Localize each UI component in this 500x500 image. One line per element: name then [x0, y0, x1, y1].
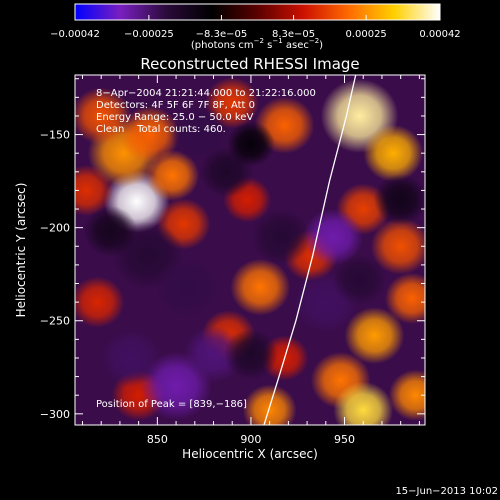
x-axis: 850 900 950	[81, 75, 420, 446]
heatmap-blob	[384, 272, 425, 325]
heatmap-blob	[223, 328, 278, 380]
annotation-energy: Energy Range: 25.0 − 50.0 keV	[96, 112, 253, 123]
colorbar-tick-label: 0.00025	[345, 29, 386, 40]
y-tick-label: −200	[40, 222, 70, 235]
annotation-time: 8−Apr−2004 21:21:44.000 to 21:22:16.000	[96, 88, 316, 99]
heatmap-blob	[363, 124, 424, 182]
colorbar: −0.00042 −0.00025 −8.3e−05 8.3e−05 0.00025 0.…	[50, 3, 461, 51]
plot-frame	[74, 74, 426, 426]
heatmap-blob	[101, 329, 162, 387]
heatmap-blob	[226, 121, 275, 167]
y-tick-label: −250	[40, 315, 70, 328]
colorbar-gradient	[74, 3, 441, 21]
image-annotations: 8−Apr−2004 21:21:44.000 to 21:22:16.000 …	[96, 88, 316, 410]
colorbar-ticks: −0.00042 −0.00025 −8.3e−05 8.3e−05 0.00025 0.…	[50, 15, 461, 40]
x-tick-label: 900	[240, 433, 261, 446]
heatmap-blob	[75, 87, 132, 145]
colorbar-tick-label: −0.00025	[124, 29, 174, 40]
heatmap-blob	[183, 325, 244, 383]
heatmap-blob	[250, 208, 311, 266]
heatmap-blob	[370, 217, 425, 275]
heatmap-blob	[333, 381, 394, 425]
colorbar-tick-label: −0.00042	[50, 29, 100, 40]
y-axis-title: Heliocentric Y (arcsec)	[14, 183, 28, 318]
heatmap-blob	[332, 254, 387, 306]
heatmap-blob	[75, 276, 125, 328]
solar-limb-line	[263, 75, 357, 425]
heatmap-blob	[388, 369, 425, 421]
y-tick-label: −150	[40, 129, 70, 142]
heatmap-blob	[83, 205, 138, 257]
colorbar-tick-label: 8.3e−05	[272, 29, 315, 40]
heatmap-area	[75, 75, 425, 425]
colorbar-unit: (photons cm−2 s−1 asec−2)	[191, 37, 323, 51]
heatmap-blob	[154, 255, 221, 319]
colorbar-tick-label: 0.00042	[419, 29, 460, 40]
x-tick-label: 850	[147, 433, 168, 446]
annotation-peak-position: Position of Peak = [839,−186]	[96, 399, 247, 410]
heatmap-blob	[119, 106, 180, 164]
heatmap-blob	[230, 258, 291, 316]
heatmap-blob	[75, 164, 114, 217]
chart-title: Reconstructed RHESSI Image	[140, 55, 359, 73]
colorbar-tick-label: −8.3e−05	[196, 29, 248, 40]
heatmap-blob	[145, 149, 200, 202]
x-axis-title: Heliocentric X (arcsec)	[182, 447, 318, 461]
heatmap-blobs	[75, 77, 425, 425]
heatmap-blob	[373, 174, 425, 226]
x-tick-label: 950	[334, 433, 355, 446]
y-axis: −150 −200 −250 −300	[40, 78, 425, 421]
heatmap-blob	[303, 208, 364, 266]
footer-date: 15−Jun−2013 10:02	[395, 486, 498, 497]
heatmap-blob	[242, 384, 297, 425]
heatmap-blob	[344, 307, 405, 365]
y-tick-label: −300	[40, 408, 70, 421]
annotation-detectors: Detectors: 4F 5F 6F 7F 8F, Att 0	[96, 100, 255, 111]
annotation-clean: Clean Total counts: 460.	[96, 124, 226, 135]
